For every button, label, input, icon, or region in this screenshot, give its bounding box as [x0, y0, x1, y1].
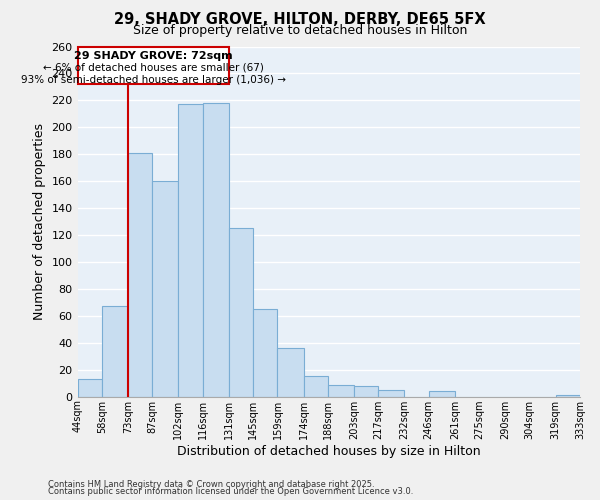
Bar: [354, 386, 379, 396]
Bar: [253, 309, 277, 396]
Y-axis label: Number of detached properties: Number of detached properties: [33, 123, 46, 320]
Bar: [77, 379, 102, 396]
FancyBboxPatch shape: [77, 46, 229, 84]
Bar: [304, 376, 328, 396]
Bar: [277, 348, 304, 397]
Text: 29 SHADY GROVE: 72sqm: 29 SHADY GROVE: 72sqm: [74, 50, 232, 60]
Bar: [203, 103, 229, 397]
Bar: [152, 181, 178, 396]
Bar: [128, 153, 152, 396]
Bar: [178, 104, 203, 397]
Bar: [229, 228, 253, 396]
X-axis label: Distribution of detached houses by size in Hilton: Distribution of detached houses by size …: [177, 444, 481, 458]
Text: Size of property relative to detached houses in Hilton: Size of property relative to detached ho…: [133, 24, 467, 37]
Bar: [379, 390, 404, 396]
Text: 93% of semi-detached houses are larger (1,036) →: 93% of semi-detached houses are larger (…: [20, 75, 286, 85]
Text: 29, SHADY GROVE, HILTON, DERBY, DE65 5FX: 29, SHADY GROVE, HILTON, DERBY, DE65 5FX: [114, 12, 486, 28]
Text: Contains public sector information licensed under the Open Government Licence v3: Contains public sector information licen…: [48, 487, 413, 496]
Text: ← 6% of detached houses are smaller (67): ← 6% of detached houses are smaller (67): [43, 62, 263, 72]
Text: Contains HM Land Registry data © Crown copyright and database right 2025.: Contains HM Land Registry data © Crown c…: [48, 480, 374, 489]
Bar: [102, 306, 128, 396]
Bar: [328, 384, 354, 396]
Bar: [429, 392, 455, 396]
